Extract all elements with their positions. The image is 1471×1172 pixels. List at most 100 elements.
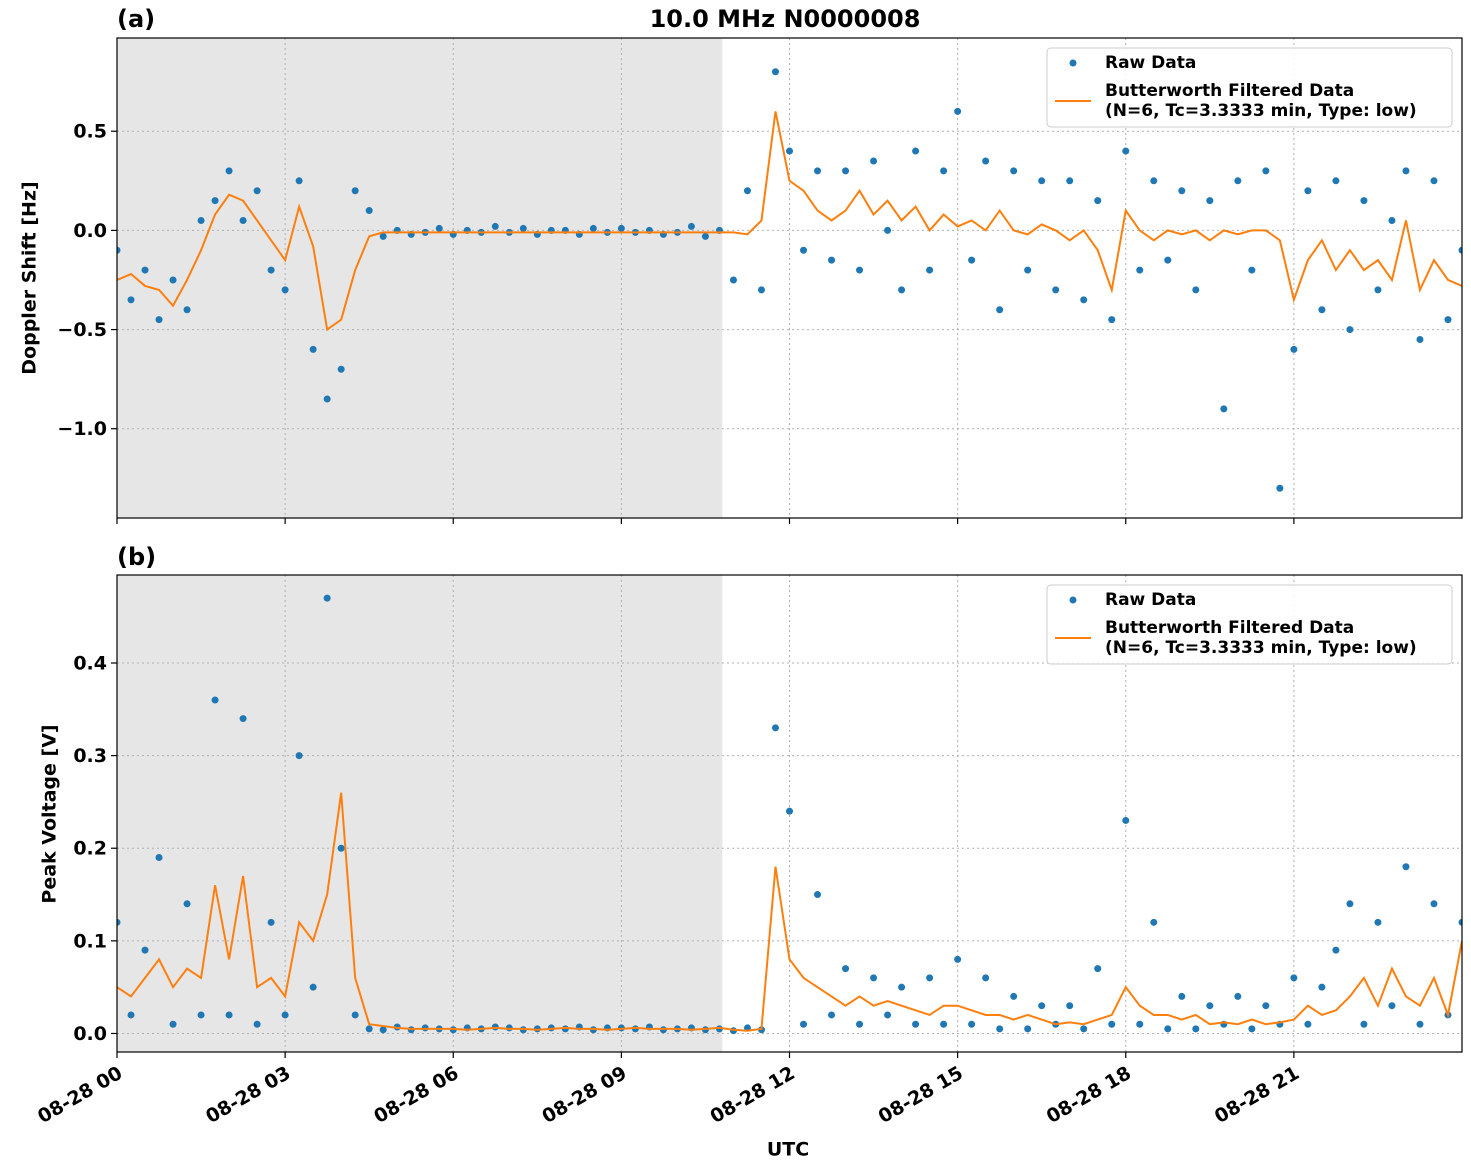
raw-point <box>127 1011 135 1019</box>
x-tick-label: 08-28 18 <box>1043 1062 1135 1128</box>
raw-point <box>1416 1020 1424 1028</box>
raw-point <box>253 1020 261 1028</box>
raw-point <box>1220 405 1228 413</box>
raw-point <box>1262 167 1270 175</box>
y-axis-label: Doppler Shift [Hz] <box>19 181 41 374</box>
plot-area <box>117 575 1462 1052</box>
raw-point <box>814 891 822 899</box>
raw-point <box>169 1020 177 1028</box>
raw-point <box>1304 1020 1312 1028</box>
raw-point <box>828 1011 836 1019</box>
raw-point <box>800 246 808 254</box>
raw-point <box>968 256 976 264</box>
raw-point <box>856 1020 864 1028</box>
raw-point <box>1332 946 1340 954</box>
raw-point <box>1346 900 1354 908</box>
panel-label: (b) <box>117 543 156 571</box>
raw-point <box>940 167 948 175</box>
y-axis-label: Peak Voltage [V] <box>39 724 61 903</box>
raw-point <box>1318 983 1326 991</box>
raw-point <box>519 224 527 232</box>
chart-title: 10.0 MHz N0000008 <box>650 5 921 33</box>
raw-point <box>267 266 275 274</box>
raw-point <box>239 715 247 723</box>
raw-point <box>617 224 625 232</box>
x-tick-label: 08-28 00 <box>34 1062 126 1128</box>
raw-point <box>1150 918 1158 926</box>
legend-label: Raw Data <box>1105 590 1196 610</box>
raw-point <box>1290 974 1298 982</box>
raw-point <box>856 266 864 274</box>
x-tick-label: 08-28 09 <box>538 1062 630 1128</box>
raw-point <box>1108 1020 1116 1028</box>
raw-point <box>1458 246 1462 254</box>
raw-point <box>912 147 920 155</box>
legend-box <box>1046 584 1453 665</box>
raw-point <box>365 1025 373 1033</box>
raw-point <box>1108 316 1116 324</box>
raw-point <box>814 167 822 175</box>
x-tick-label: 08-28 21 <box>1211 1062 1303 1128</box>
raw-point <box>183 306 191 314</box>
x-tick-label: 08-28 06 <box>370 1062 462 1128</box>
raw-point <box>996 1025 1004 1033</box>
raw-point <box>1360 1020 1368 1028</box>
raw-point <box>1136 266 1144 274</box>
raw-point <box>589 224 597 232</box>
raw-point <box>800 1020 808 1028</box>
raw-point <box>253 187 261 195</box>
raw-point <box>842 167 850 175</box>
panel-label: (a) <box>117 5 155 33</box>
raw-point <box>1192 286 1200 294</box>
axes-frame <box>116 574 1463 1053</box>
raw-point <box>1164 1025 1172 1033</box>
raw-point <box>1430 177 1438 185</box>
y-tick-label: −0.5 <box>57 319 107 341</box>
raw-point <box>1360 197 1368 205</box>
raw-point <box>1066 1002 1074 1010</box>
raw-point <box>351 1011 359 1019</box>
raw-point <box>1332 177 1340 185</box>
raw-point <box>197 216 205 224</box>
raw-point <box>295 177 303 185</box>
raw-point <box>757 286 765 294</box>
x-tick-label: 08-28 15 <box>875 1062 967 1128</box>
raw-point <box>1444 316 1452 324</box>
raw-point <box>127 296 135 304</box>
legend-label: Butterworth Filtered Data (N=6, Tc=3.3333… <box>1105 618 1417 658</box>
raw-point <box>729 276 737 284</box>
raw-point <box>379 232 387 240</box>
raw-point <box>323 395 331 403</box>
raw-point <box>1248 266 1256 274</box>
raw-point <box>1346 326 1354 334</box>
raw-point <box>926 974 934 982</box>
raw-point <box>1052 286 1060 294</box>
legend-marker <box>1069 59 1077 67</box>
raw-point <box>1402 863 1410 871</box>
raw-point <box>1304 187 1312 195</box>
raw-point <box>435 224 443 232</box>
raw-point <box>379 1026 387 1034</box>
raw-point <box>141 266 149 274</box>
raw-point <box>870 974 878 982</box>
raw-point <box>295 752 303 760</box>
raw-point <box>1024 1025 1032 1033</box>
shaded-span <box>117 38 723 518</box>
raw-point <box>155 853 163 861</box>
raw-point <box>954 107 962 115</box>
raw-point <box>281 286 289 294</box>
raw-point <box>211 197 219 205</box>
legend-label: Raw Data <box>1105 53 1196 73</box>
raw-point <box>743 187 751 195</box>
raw-point <box>239 216 247 224</box>
raw-point <box>870 157 878 165</box>
raw-point <box>1038 1002 1046 1010</box>
raw-point <box>954 955 962 963</box>
raw-point <box>968 1020 976 1028</box>
plot-area <box>117 38 1462 518</box>
raw-point <box>828 256 836 264</box>
raw-point <box>1206 1002 1214 1010</box>
raw-point <box>1164 256 1172 264</box>
raw-point <box>117 246 121 254</box>
raw-point <box>898 983 906 991</box>
